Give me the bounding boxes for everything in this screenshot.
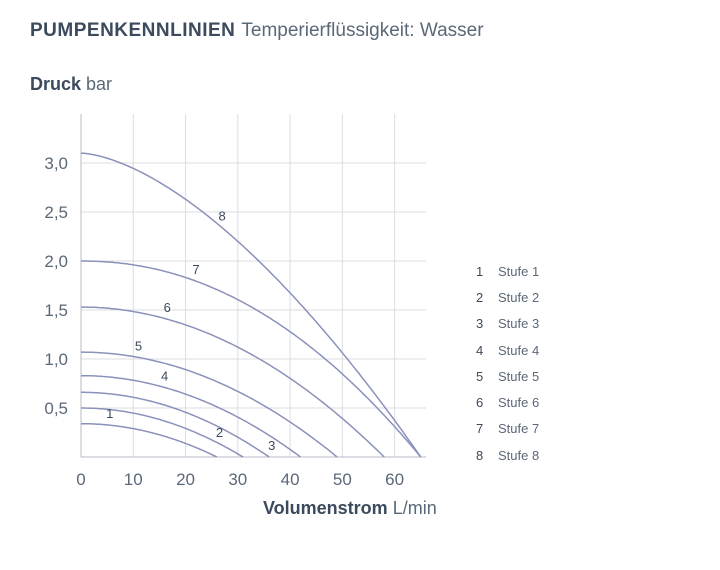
curve-7 [81, 260, 422, 458]
legend-number: 7 [476, 421, 484, 437]
legend-label: Stufe 5 [498, 368, 540, 384]
curve-label: 7 [192, 262, 199, 277]
x-axis-label: Volumenstrom L/min [263, 498, 437, 519]
pump-curves [80, 152, 422, 458]
curve-3 [81, 391, 270, 458]
y-tick-label: 2,5 [44, 203, 68, 222]
legend-item: 1 Stufe 1 [476, 258, 539, 284]
y-axis-label-unit: bar [86, 74, 113, 94]
legend-number: 5 [476, 368, 484, 384]
legend-item: 8 Stufe 8 [476, 442, 539, 468]
curve-labels: 1 2 3 4 5 6 7 8 [106, 209, 275, 453]
legend-label: Stufe 2 [498, 289, 540, 305]
curve-label: 1 [106, 406, 113, 421]
legend-item: 4 Stufe 4 [476, 337, 539, 363]
legend-number: 3 [476, 316, 484, 332]
legend-item: 5 Stufe 5 [476, 363, 539, 389]
curve-5 [81, 351, 338, 458]
legend-label: Stufe 4 [498, 342, 540, 358]
x-axis-label-main: Volumenstrom [263, 498, 388, 518]
grid-lines [81, 114, 426, 457]
y-axis-label-main: Druck [30, 74, 82, 94]
curve-2 [81, 407, 244, 458]
y-tick-label: 2,0 [44, 252, 68, 271]
tick-labels: 0 10 20 30 40 50 60 0,5 1,0 1,5 2,0 2,5 3,0 [44, 154, 404, 489]
curve-label: 2 [216, 425, 223, 440]
x-tick-label: 10 [124, 470, 143, 489]
curve-8 [80, 152, 422, 458]
curve-label: 4 [161, 368, 168, 383]
axes [80, 114, 426, 458]
chart-title-main: PUMPENKENNLINIEN [30, 20, 236, 41]
curve-label: 6 [164, 300, 171, 315]
legend-item: 7 Stufe 7 [476, 416, 539, 442]
legend-item: 6 Stufe 6 [476, 389, 539, 415]
legend-number: 4 [476, 342, 484, 358]
curve-1 [81, 422, 218, 458]
legend-number: 1 [476, 263, 484, 279]
curve-label: 3 [268, 438, 275, 453]
y-tick-label: 3,0 [44, 154, 68, 173]
legend-number: 2 [476, 289, 484, 305]
x-tick-label: 20 [176, 470, 195, 489]
curve-6 [81, 306, 385, 458]
legend-label: Stufe 3 [498, 316, 540, 332]
x-tick-label: 0 [76, 470, 85, 489]
legend-item: 3 Stufe 3 [476, 311, 539, 337]
legend-number: 6 [476, 395, 484, 411]
chart-title: PUMPENKENNLINIEN Temperierflüssigkeit: Wa… [30, 20, 484, 42]
x-tick-label: 30 [228, 470, 247, 489]
legend: 1 Stufe 1 2 Stufe 2 3 Stufe 3 4 Stufe 4 5 Stufe 5… [476, 258, 539, 468]
x-tick-label: 50 [333, 470, 352, 489]
curve-4 [81, 374, 301, 458]
legend-item: 2 Stufe 2 [476, 284, 539, 310]
legend-label: Stufe 1 [498, 263, 540, 279]
y-tick-label: 0,5 [44, 399, 68, 418]
legend-label: Stufe 8 [498, 447, 540, 463]
legend-label: Stufe 6 [498, 395, 540, 411]
x-tick-label: 60 [385, 470, 404, 489]
y-tick-label: 1,5 [44, 301, 68, 320]
legend-number: 8 [476, 447, 484, 463]
x-axis-label-unit: L/min [392, 498, 437, 518]
chart-title-sub: Temperierflüssigkeit: Wasser [241, 20, 484, 41]
x-tick-label: 40 [281, 470, 300, 489]
curve-label: 5 [135, 338, 142, 353]
y-tick-label: 1,0 [44, 350, 68, 369]
curve-label: 8 [219, 209, 226, 224]
legend-label: Stufe 7 [498, 421, 540, 437]
y-axis-label: Druck bar [30, 74, 112, 95]
